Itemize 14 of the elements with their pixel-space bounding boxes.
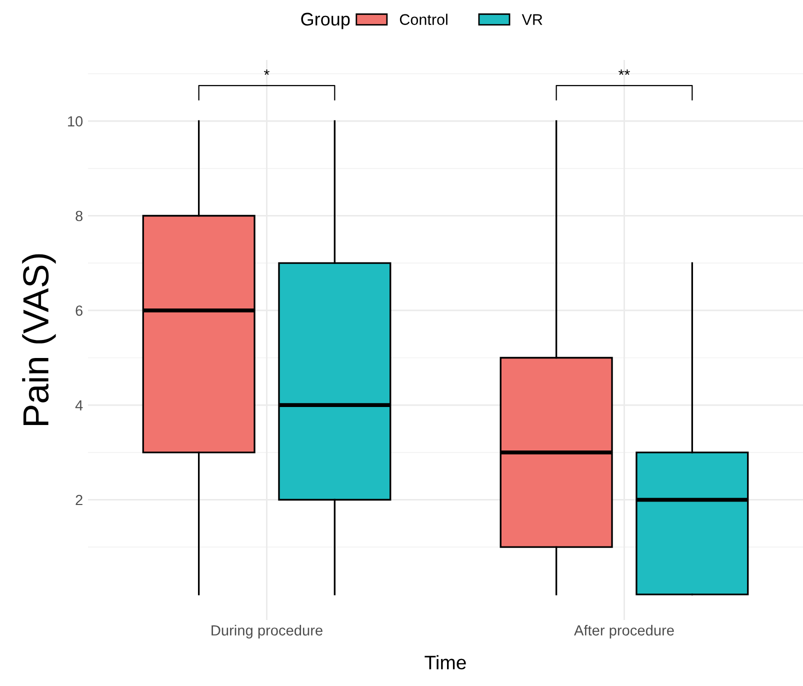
x-axis-title: Time — [424, 655, 466, 670]
legend-title: Group — [301, 12, 350, 30]
annotation: * — [264, 70, 270, 75]
legend-label: VR — [522, 14, 542, 25]
y-tick-label: 4 — [75, 400, 83, 410]
y-axis-title: Pain (VAS) — [22, 254, 56, 426]
x-tick-label: After procedure — [574, 624, 674, 638]
y-tick-label: 6 — [76, 306, 82, 316]
y-tick-label: 8 — [76, 210, 83, 222]
legend-label: Control — [400, 14, 448, 25]
y-tick-label: 10 — [68, 116, 83, 126]
annotation: ** — [618, 70, 630, 75]
y-tick-label: 2 — [76, 494, 82, 506]
x-tick-label: During procedure — [212, 624, 322, 638]
